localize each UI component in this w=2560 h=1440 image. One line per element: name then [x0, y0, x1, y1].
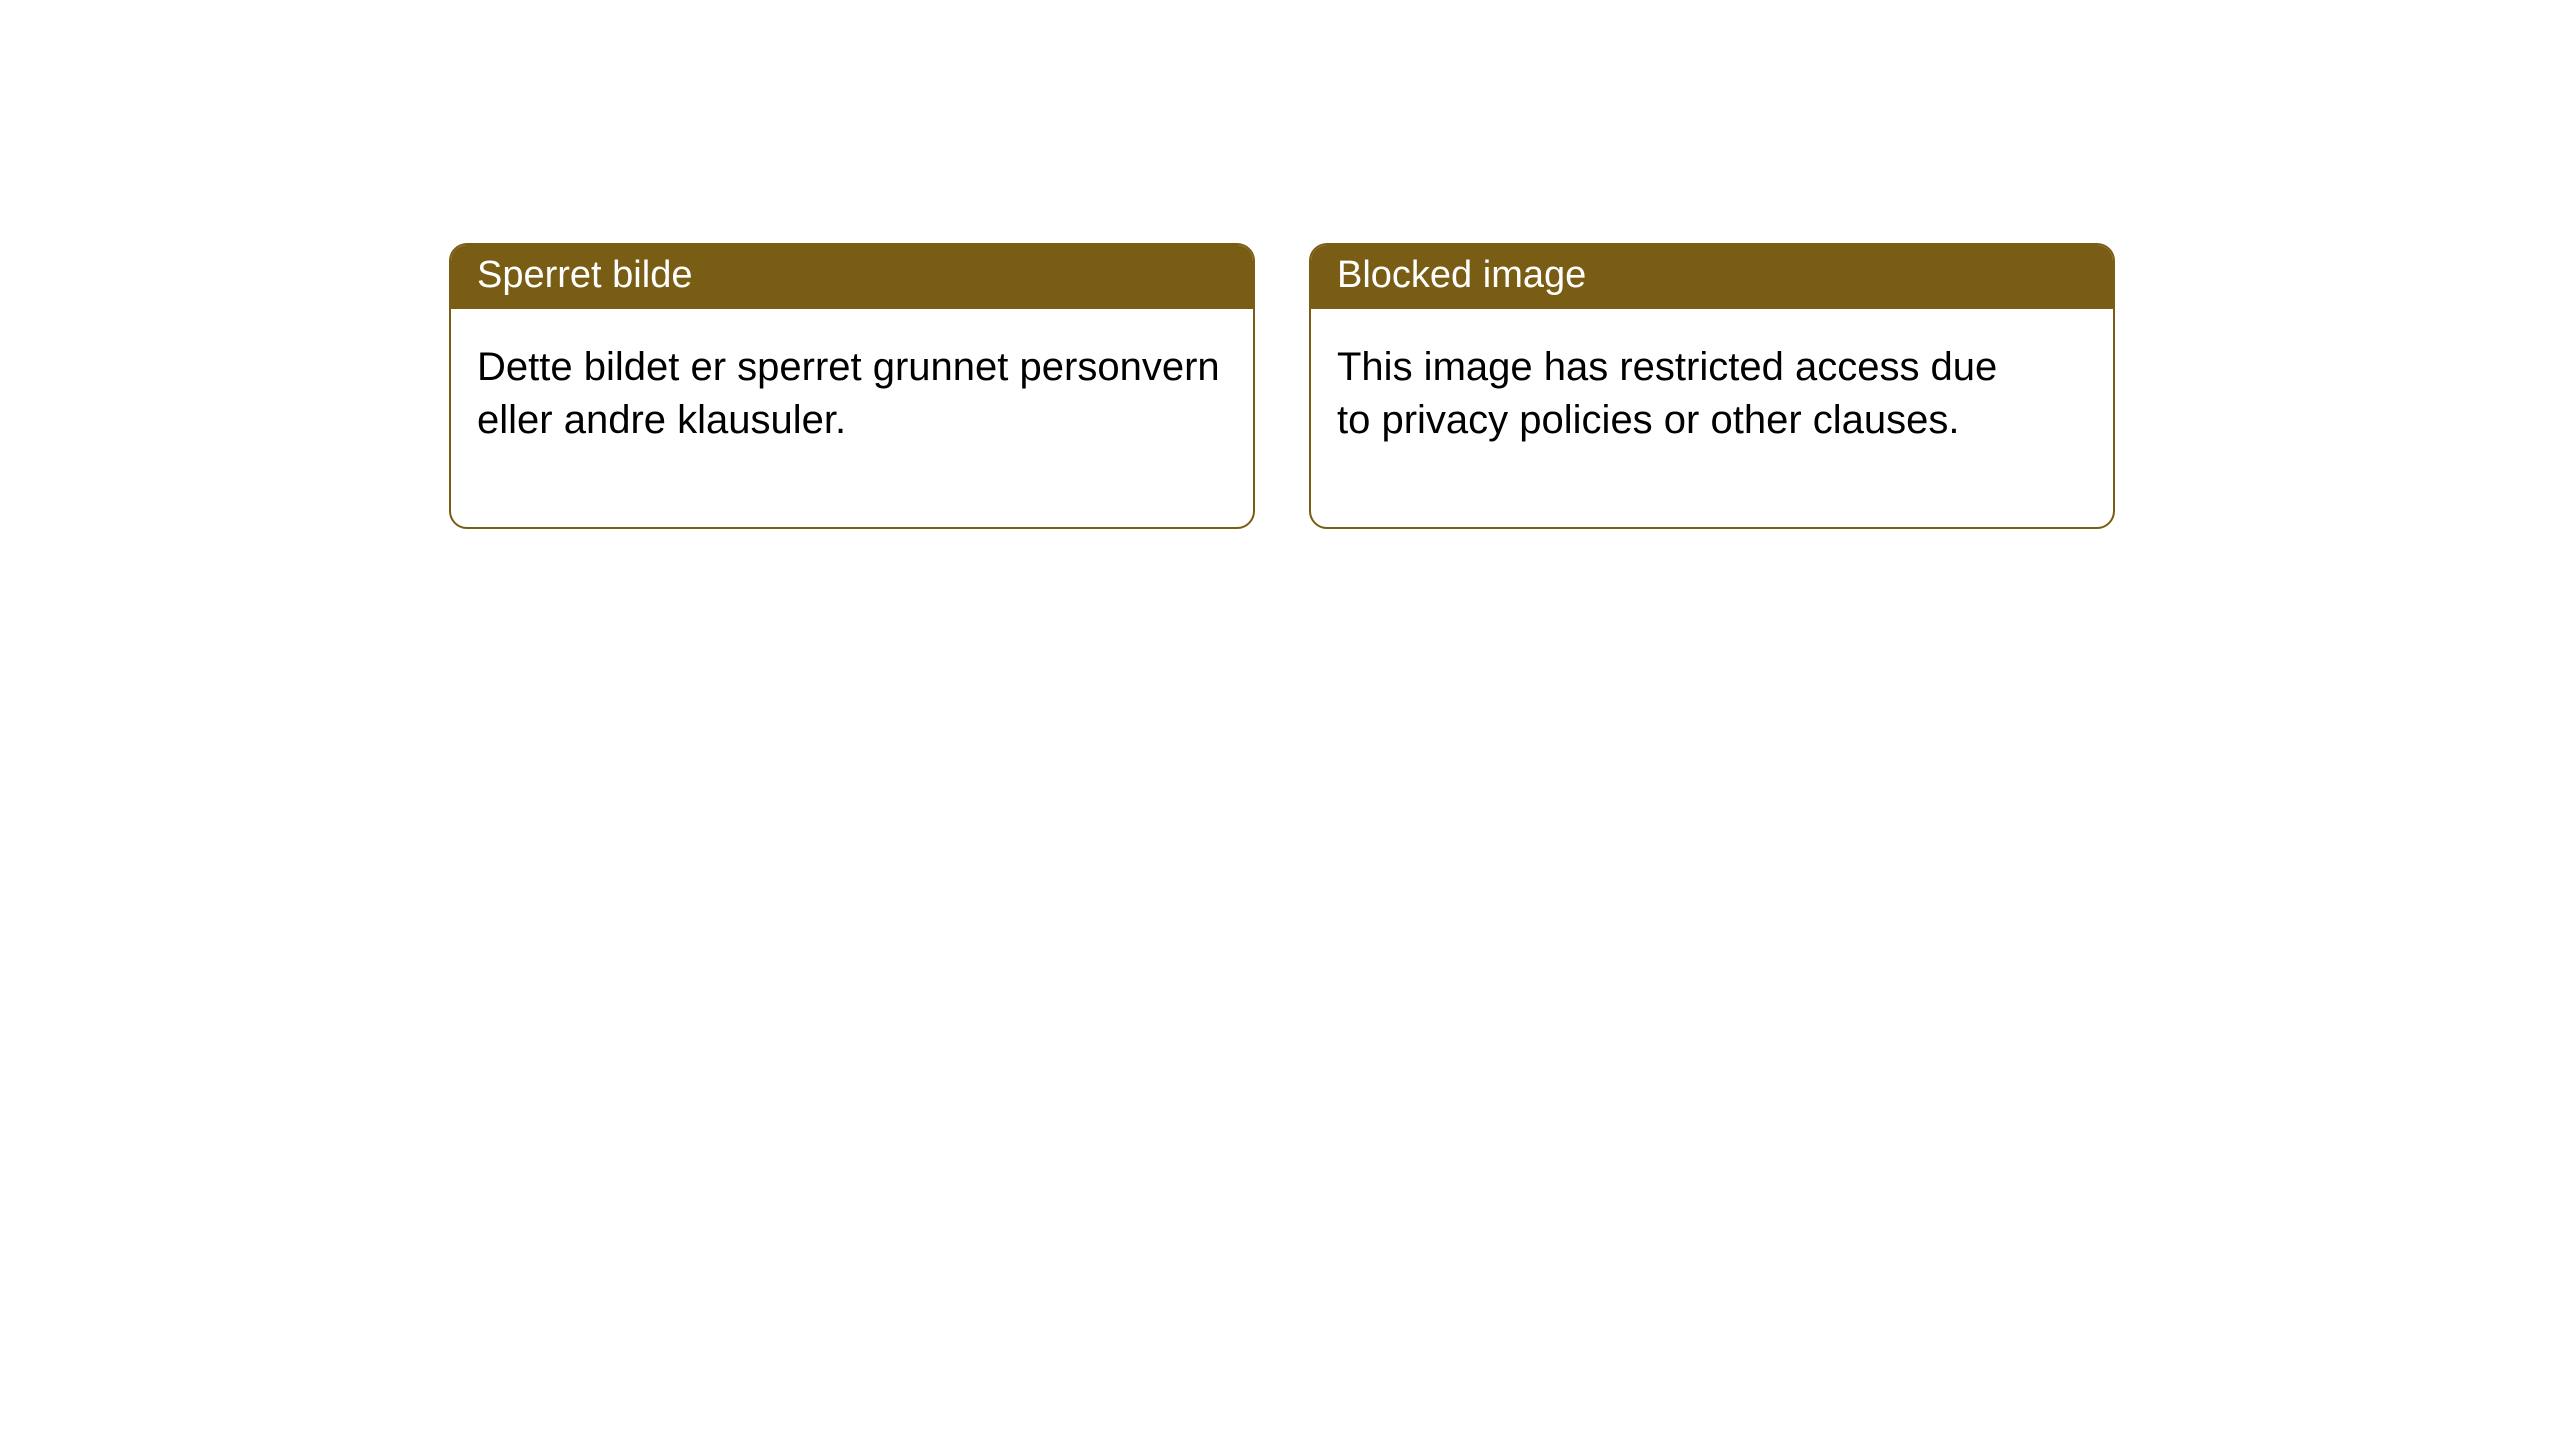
- notice-body-english: This image has restricted access due to …: [1311, 309, 2113, 527]
- notice-body-norwegian: Dette bildet er sperret grunnet personve…: [451, 309, 1253, 527]
- notice-container: Sperret bilde Dette bildet er sperret gr…: [0, 0, 2560, 529]
- notice-header-english: Blocked image: [1311, 245, 2113, 309]
- notice-card-english: Blocked image This image has restricted …: [1309, 243, 2115, 529]
- notice-card-norwegian: Sperret bilde Dette bildet er sperret gr…: [449, 243, 1255, 529]
- notice-header-norwegian: Sperret bilde: [451, 245, 1253, 309]
